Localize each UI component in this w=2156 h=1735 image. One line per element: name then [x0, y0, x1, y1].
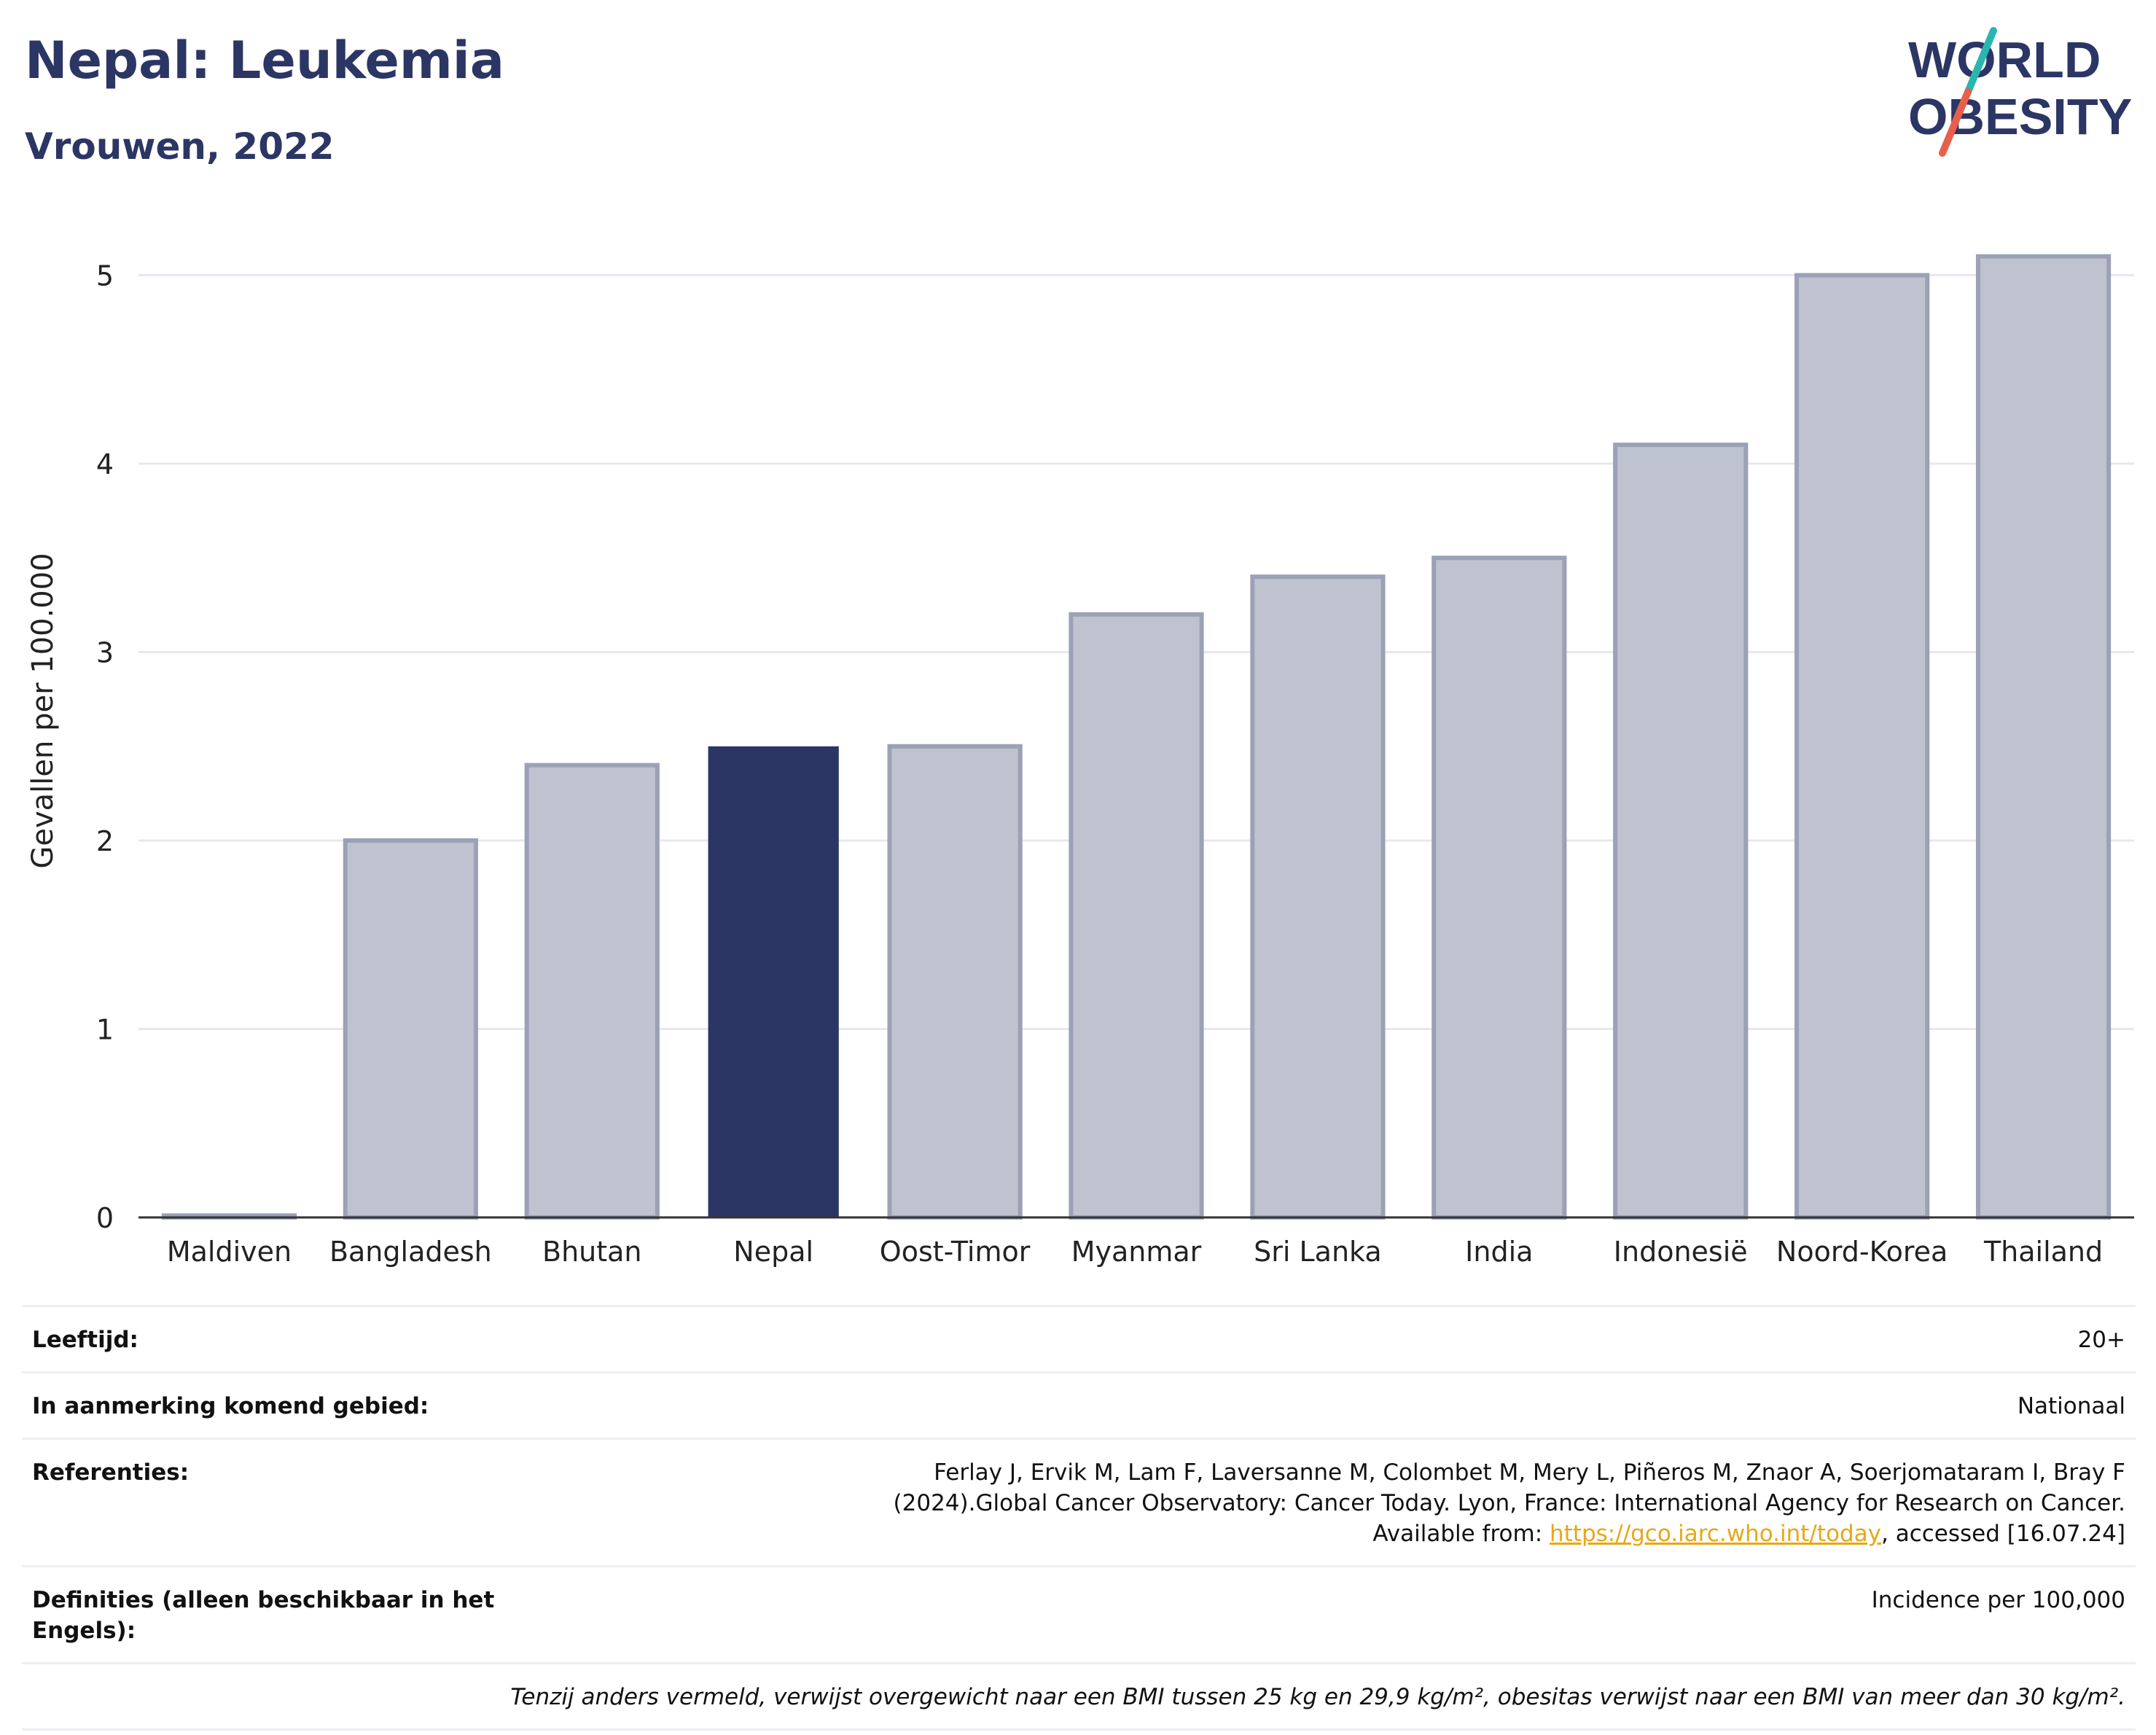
info-value: 20+ [2077, 1327, 2125, 1353]
info-label: Referenties: [32, 1459, 190, 1486]
bar-india [1432, 555, 1567, 1220]
info-row-area: In aanmerking komend gebied: Nationaal [22, 1371, 2136, 1438]
reference-text-end: , accessed [16.07.24] [1880, 1521, 2125, 1547]
x-tick-label: Nepal [733, 1236, 813, 1268]
x-tick-label: Indonesië [1614, 1236, 1748, 1268]
info-label: Definities (alleen beschikbaar in het En… [32, 1587, 495, 1644]
logo-line1: WORLD [1908, 31, 2101, 88]
bar-chart: 0 1 2 3 4 5 Maldiven Bangladesh Bhutan Nepal Oost-… [26, 254, 2134, 1268]
x-tick-label: India [1465, 1236, 1533, 1268]
y-tick-label: 1 [96, 1014, 114, 1046]
info-footnote: Tenzij anders vermeld, verwijst overgewi… [22, 1662, 2136, 1731]
bar-bangladesh [343, 838, 478, 1220]
logo-slash-top [1964, 27, 1997, 95]
bar-bhutan [524, 763, 660, 1220]
y-tick-label: 0 [96, 1202, 114, 1234]
y-tick-label: 3 [96, 637, 114, 669]
x-tick-label: Bhutan [542, 1236, 642, 1268]
x-tick-label: Oost-Timor [880, 1236, 1031, 1268]
info-row-references: Referenties: Ferlay J, Ervik M, Lam F, L… [22, 1438, 2136, 1565]
x-tick-label: Maldiven [167, 1236, 292, 1268]
logo-slash-bottom [1939, 88, 1972, 157]
bar-nepal [708, 746, 839, 1217]
y-tick-label: 4 [96, 448, 114, 480]
world-obesity-logo: WORLD OBESITY [1908, 27, 2132, 157]
reference-link[interactable]: https://gco.iarc.who.int/today [1550, 1521, 1881, 1547]
page-subtitle: Vrouwen, 2022 [25, 125, 335, 168]
x-tick-label: Myanmar [1071, 1236, 1202, 1268]
info-value: Incidence per 100,000 [1871, 1587, 2125, 1613]
bar-oost-timor [887, 744, 1023, 1220]
y-tick-label: 2 [96, 825, 114, 857]
info-table: Leeftijd: 20+ In aanmerking komend gebie… [22, 1305, 2136, 1731]
info-value: Ferlay J, Ervik M, Lam F, Laversanne M, … [499, 1457, 2125, 1549]
info-label: Leeftijd: [32, 1327, 138, 1353]
y-tick-label: 5 [96, 260, 114, 292]
reference-text: Ferlay J, Ervik M, Lam F, Laversanne M, … [893, 1459, 2125, 1547]
bar-indonesi- [1613, 442, 1749, 1220]
info-label: In aanmerking komend gebied: [32, 1393, 429, 1419]
x-tick-label: Bangladesh [329, 1236, 492, 1268]
axis-layer: 0 1 2 3 4 5 Maldiven Bangladesh Bhutan Nepal Oost-… [96, 260, 2134, 1268]
info-row-definitions: Definities (alleen beschikbaar in het En… [22, 1565, 2136, 1662]
info-row-age: Leeftijd: 20+ [22, 1305, 2136, 1371]
bar-sri-lanka [1250, 574, 1386, 1220]
bar-myanmar [1069, 612, 1204, 1220]
x-tick-label: Noord-Korea [1776, 1236, 1948, 1268]
y-axis-label: Gevallen per 100.000 [26, 553, 60, 868]
x-tick-label: Thailand [1983, 1236, 2103, 1268]
page-title: Nepal: Leukemia [25, 31, 504, 90]
logo-line2: OBESITY [1908, 88, 2132, 145]
bar-layer [161, 254, 2112, 1220]
info-value: Nationaal [2017, 1393, 2125, 1419]
bar-thailand [1975, 254, 2112, 1220]
x-tick-label: Sri Lanka [1254, 1236, 1382, 1268]
bar-noord-korea [1794, 273, 1930, 1220]
